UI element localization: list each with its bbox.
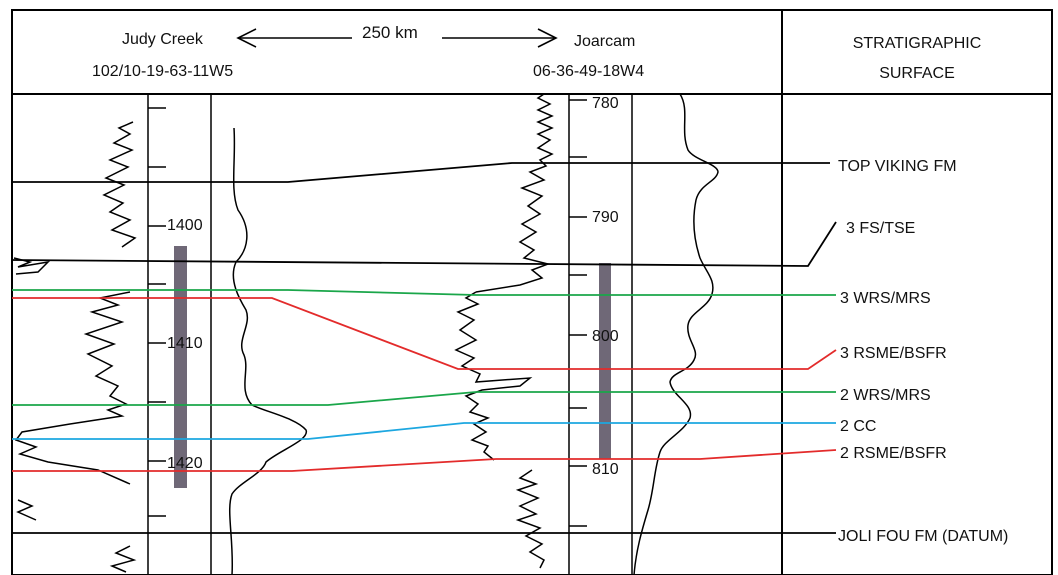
surface-label-3-fs-tse: 3 FS/TSE	[846, 220, 915, 237]
right-well-name: Joarcam	[574, 33, 635, 50]
surface-line-3-wrs-mrs	[12, 289, 836, 296]
column-title-line2: SURFACE	[879, 65, 955, 82]
left-gamma-log-curve-base	[109, 545, 137, 573]
left-gamma-log-curve-lower	[16, 499, 37, 521]
surface-line-3-fs-tse	[11, 221, 837, 267]
right-gamma-log-curve-lower	[515, 469, 545, 569]
well-track-borders	[147, 94, 633, 575]
surface-label-2-rsme-bsfr: 2 RSME/BSFR	[840, 445, 947, 462]
left-depth-label: 1420	[167, 455, 203, 472]
right-resistivity-log-curve	[633, 93, 719, 575]
right-depth-label: 800	[592, 328, 619, 345]
right-gamma-log-curve-upper	[475, 93, 554, 293]
right-core-interval	[599, 263, 611, 459]
left-gamma-log-curve-upper	[102, 121, 137, 248]
surface-label-2-wrs-mrs: 2 WRS/MRS	[840, 387, 931, 404]
right-depth-label: 790	[592, 209, 619, 226]
left-resistivity-log-curve	[228, 127, 307, 575]
surface-label-2-cc: 2 CC	[840, 418, 876, 435]
surface-line-2-cc	[12, 422, 836, 440]
left-depth-ticks	[148, 107, 166, 517]
surface-label-top-viking: TOP VIKING FM	[838, 158, 957, 175]
column-title-line1: STRATIGRAPHIC	[853, 35, 982, 52]
figure-frame	[11, 9, 1053, 575]
right-depth-label: 810	[592, 461, 619, 478]
surface-line-2-rsme-bsfr	[12, 449, 837, 472]
distance-arrow-left	[236, 28, 352, 48]
surface-label-3-wrs-mrs: 3 WRS/MRS	[840, 290, 931, 307]
distance-label: 250 km	[362, 23, 418, 42]
surface-label-3-rsme-bsfr: 3 RSME/BSFR	[840, 345, 947, 362]
right-depth-ticks	[569, 99, 587, 527]
left-depth-label: 1410	[167, 335, 203, 352]
left-well-name: Judy Creek	[122, 31, 204, 48]
right-gamma-log-curve-middle	[454, 291, 533, 461]
surface-line-2-wrs-mrs	[12, 391, 836, 406]
surface-label-joli-fou: JOLI FOU FM (DATUM)	[838, 528, 1008, 545]
left-gamma-log-curve-middle	[14, 291, 131, 485]
left-gamma-log-curve-spike	[13, 257, 51, 275]
left-depth-label: 1400	[167, 217, 203, 234]
left-core-interval	[174, 246, 187, 488]
surface-line-top-viking	[12, 162, 830, 183]
surface-line-3-rsme-bsfr	[12, 297, 837, 370]
right-well-id: 06-36-49-18W4	[533, 63, 644, 80]
distance-arrow-right	[442, 28, 558, 48]
left-well-id: 102/10-19-63-11W5	[92, 63, 233, 80]
right-depth-label: 780	[592, 95, 619, 112]
